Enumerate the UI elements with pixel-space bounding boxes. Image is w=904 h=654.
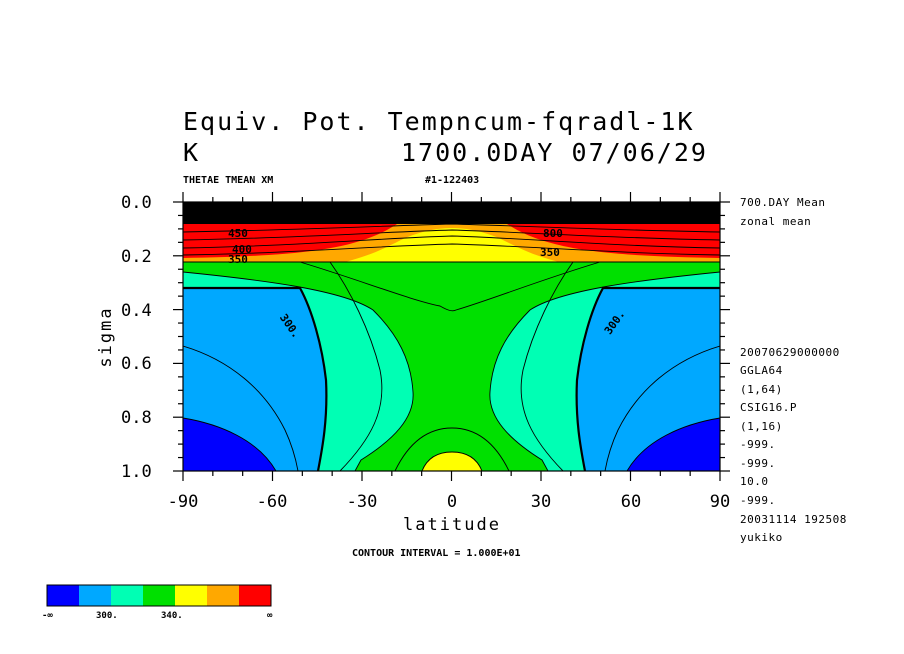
x-tick-labels: -90 -60 -30 0 30 60 90 xyxy=(168,492,731,512)
contour-line xyxy=(183,271,414,471)
info-line: 10.0 xyxy=(740,475,769,488)
legend-swatch xyxy=(111,585,143,606)
contour-label-350-left: 350 xyxy=(228,253,248,266)
y-tick-label: 0.4 xyxy=(121,301,152,321)
contour-label-top: 350 xyxy=(540,203,560,216)
legend-label: -∞ xyxy=(42,611,53,621)
legend-swatch xyxy=(175,585,207,606)
legend-swatch xyxy=(143,585,175,606)
y-tick-labels: 0.0 0.2 0.4 0.6 0.8 1.0 xyxy=(121,193,152,482)
contour-line xyxy=(183,229,720,241)
y-tick-label: 0.8 xyxy=(121,408,152,428)
x-tick-label: 0 xyxy=(447,492,457,512)
contour-line xyxy=(329,261,383,471)
contour-label-800: 800 xyxy=(543,227,563,240)
axis-ticks xyxy=(173,192,730,481)
x-tick-label: -60 xyxy=(257,492,288,512)
contour-label-400: 400 xyxy=(232,243,252,256)
contour-line xyxy=(183,243,720,256)
contour-300-bold xyxy=(183,286,720,471)
band-330 xyxy=(183,262,720,471)
y-tick-label: 0.6 xyxy=(121,354,152,374)
x-tick-label: -30 xyxy=(347,492,378,512)
band-290-left xyxy=(183,418,276,471)
contour-lines xyxy=(183,223,720,471)
x-axis-title: latitude xyxy=(403,515,501,535)
contour-line xyxy=(183,417,277,471)
contour-label-350-right: 350 xyxy=(540,246,560,259)
info-line: yukiko xyxy=(740,531,783,544)
y-axis-title: sigma xyxy=(96,306,116,367)
x-tick-label: 30 xyxy=(531,492,551,512)
contour-label-450: 450 xyxy=(228,227,248,240)
contour-line xyxy=(299,261,601,312)
variable-label: THETAE TMEAN XM xyxy=(183,175,273,186)
contour-line xyxy=(183,223,720,233)
info-line: CSIG16.P xyxy=(740,401,797,414)
x-tick-label: 60 xyxy=(621,492,641,512)
time-label: 1700.0DAY 07/06/29 xyxy=(401,138,708,167)
label-bg xyxy=(276,309,302,339)
info-panel: 700.DAY Mean zonal mean 20070629000000 G… xyxy=(740,196,847,544)
color-legend xyxy=(46,584,272,607)
info-line: -999. xyxy=(740,494,776,507)
legend-swatch xyxy=(239,585,271,606)
info-line: -999. xyxy=(740,438,776,451)
contour-line xyxy=(520,261,574,471)
contour-line xyxy=(604,345,720,471)
label-bg xyxy=(600,309,626,339)
x-tick-label: -90 xyxy=(168,492,199,512)
contour-line xyxy=(183,345,299,471)
y-tick-label: 0.0 xyxy=(121,193,152,213)
legend-swatch xyxy=(79,585,111,606)
contour-line xyxy=(575,286,720,471)
contour-interval-label: CONTOUR INTERVAL = 1.000E+01 xyxy=(352,548,521,559)
info-line: GGLA64 xyxy=(740,364,783,377)
band-dense-contours xyxy=(183,202,720,224)
info-line: 700.DAY Mean xyxy=(740,196,825,209)
legend-label: 340. xyxy=(161,611,183,621)
plot-area: 300. 300. 350 350 400 450 800 350 xyxy=(183,202,720,471)
info-line: zonal mean xyxy=(740,215,811,228)
legend-label: ∞ xyxy=(267,611,273,621)
y-tick-label: 0.2 xyxy=(121,247,152,267)
contour-line xyxy=(394,427,510,471)
contour-line xyxy=(183,286,328,471)
chart-title: Equiv. Pot. Tempncum-fqradl-1K xyxy=(183,107,695,136)
info-line: 20070629000000 xyxy=(740,346,840,359)
contour-line xyxy=(183,235,720,249)
contour-line xyxy=(489,271,720,471)
band-340-surface xyxy=(422,452,482,471)
info-line: (1,64) xyxy=(740,383,783,396)
legend-label: 300. xyxy=(96,611,118,621)
legend-swatch xyxy=(47,585,79,606)
info-line: (1,16) xyxy=(740,420,783,433)
unit-label: K xyxy=(183,138,200,167)
y-tick-label: 1.0 xyxy=(121,462,152,482)
x-tick-label: 90 xyxy=(710,492,730,512)
legend-frame xyxy=(46,584,272,607)
run-id-label: #1-122403 xyxy=(425,175,479,186)
band-340-upper xyxy=(345,228,559,262)
info-line: -999. xyxy=(740,457,776,470)
contour-line xyxy=(421,451,483,471)
contour-line xyxy=(626,417,720,471)
legend-swatch xyxy=(207,585,239,606)
band-290-right xyxy=(627,418,720,471)
info-line: 20031114 192508 xyxy=(740,513,847,526)
